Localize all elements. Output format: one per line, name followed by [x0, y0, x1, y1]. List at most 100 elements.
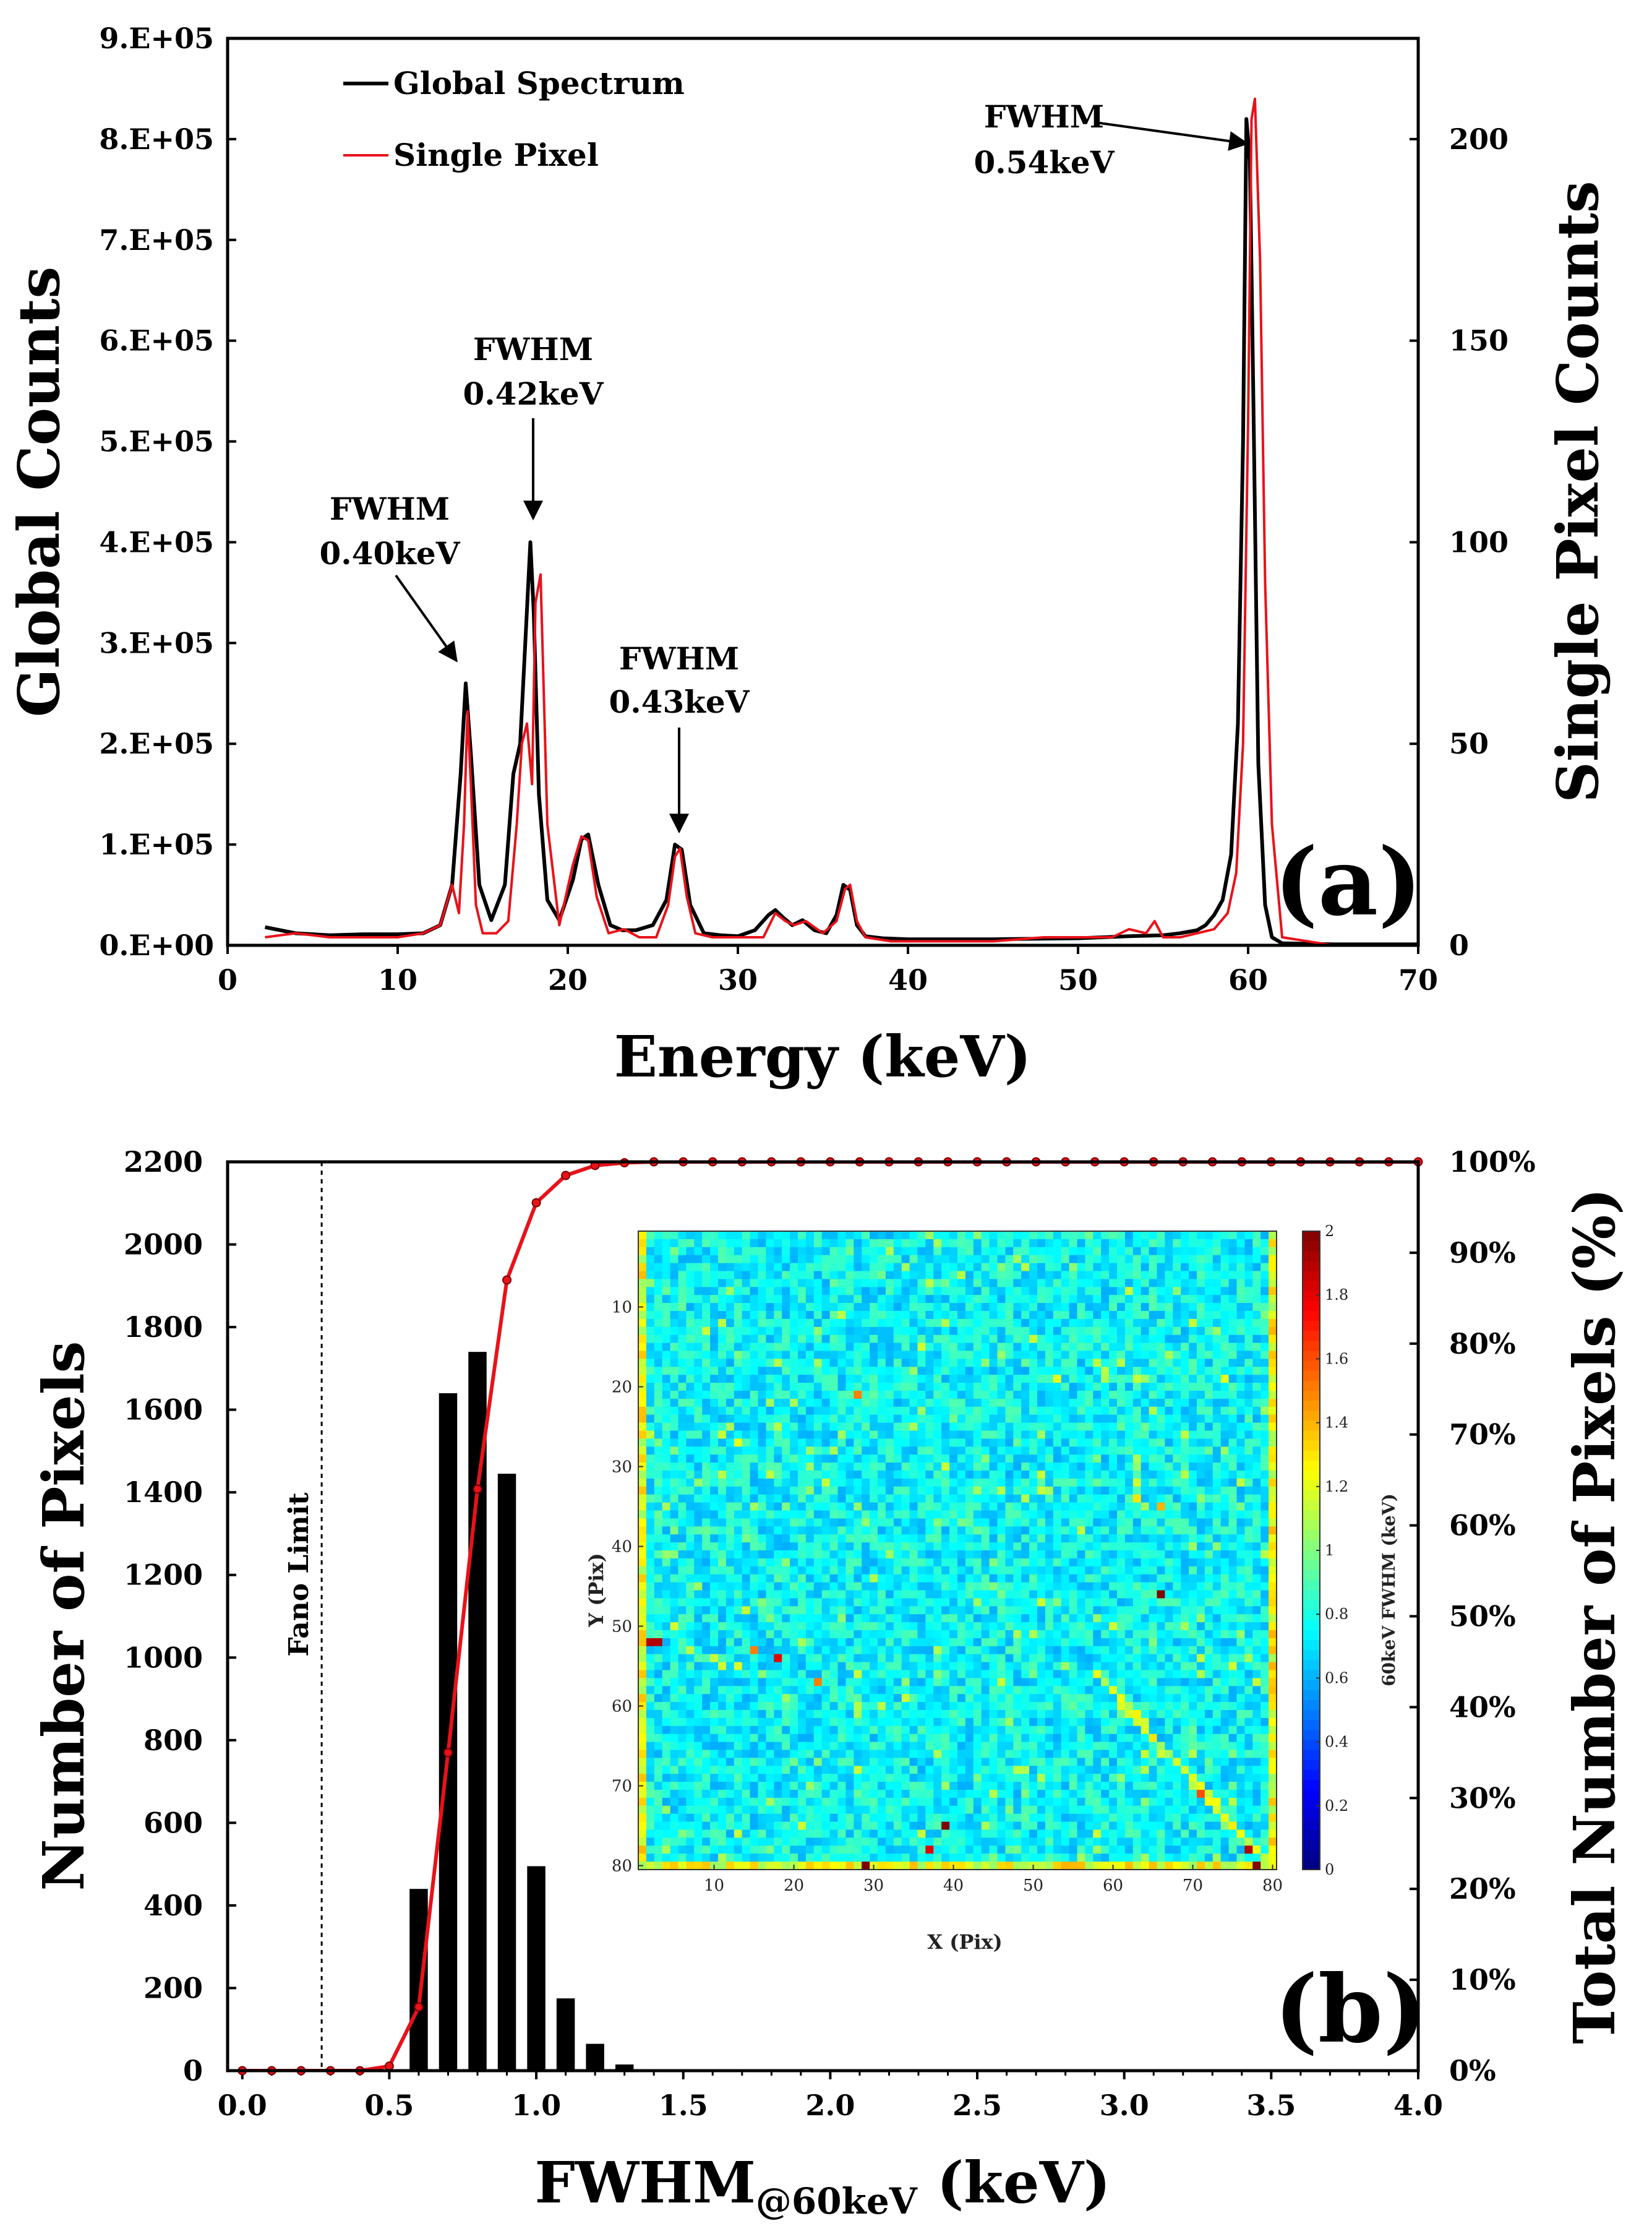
heatmap-cell: [1117, 1574, 1126, 1583]
heatmap-cell: [654, 1622, 663, 1631]
heatmap-cell: [957, 1311, 966, 1320]
heatmap-cell: [981, 1662, 990, 1670]
heatmap-cell: [941, 1534, 950, 1543]
heatmap-cell: [1157, 1534, 1165, 1543]
heatmap-cell: [941, 1295, 950, 1304]
heatmap-cell: [1204, 1367, 1213, 1375]
heatmap-cell: [766, 1287, 774, 1295]
heatmap-cell: [718, 1534, 727, 1543]
heatmap-cell: [725, 1486, 735, 1495]
heatmap-cell: [997, 1271, 1006, 1279]
heatmap-cell: [941, 1550, 950, 1559]
heatmap-cell: [821, 1510, 830, 1519]
heatmap-cell: [1173, 1343, 1181, 1351]
heatmap-cell: [1053, 1510, 1062, 1519]
heatmap-cell: [1244, 1478, 1253, 1487]
heatmap-cell: [1173, 1494, 1181, 1503]
heatmap-cell: [1117, 1510, 1126, 1519]
heatmap-cell: [878, 1662, 886, 1670]
heatmap-cell: [1181, 1303, 1189, 1312]
heatmap-cell: [1236, 1255, 1245, 1263]
heatmap-cell: [670, 1438, 678, 1447]
heatmap-cell: [718, 1686, 727, 1695]
heatmap-cell: [989, 1614, 998, 1623]
heatmap-cell: [1132, 1414, 1142, 1423]
heatmap-cell: [933, 1231, 942, 1240]
heatmap-cell: [917, 1414, 926, 1423]
heatmap-cell: [1124, 1271, 1134, 1279]
heatmap-cell: [790, 1598, 798, 1607]
heatmap-cell: [790, 1566, 798, 1575]
heatmap-cell: [1236, 1406, 1245, 1416]
annotation-4-title: FWHM: [984, 98, 1104, 135]
heatmap-cell: [885, 1646, 894, 1655]
heatmap-cell: [1269, 1510, 1277, 1519]
heatmap-cell: [646, 1702, 655, 1711]
heatmap-cell: [1260, 1582, 1269, 1591]
heatmap-cell: [1197, 1351, 1205, 1359]
heatmap-cell: [670, 1662, 678, 1670]
heatmap-cell: [1029, 1343, 1038, 1351]
heatmap-cell: [901, 1678, 910, 1686]
heatmap-cell: [1053, 1454, 1062, 1463]
heatmap-cell: [702, 1670, 711, 1678]
heatmap-cell: [725, 1606, 735, 1615]
heatmap-cell: [854, 1494, 862, 1503]
y-right-tick-label: 100: [1449, 525, 1509, 559]
heatmap-cell: [638, 1279, 647, 1287]
heatmap-cell: [774, 1550, 782, 1559]
heatmap-cell: [909, 1271, 918, 1279]
heatmap-cell: [1124, 1446, 1134, 1455]
heatmap-cell: [702, 1334, 711, 1343]
heatmap-cell: [1101, 1486, 1110, 1495]
heatmap-cell: [654, 1471, 663, 1479]
heatmap-cell: [686, 1247, 695, 1256]
heatmap-cell: [1109, 1375, 1118, 1383]
heatmap-cell: [710, 1247, 719, 1256]
heatmap-cell: [885, 1438, 894, 1447]
heatmap-cell: [909, 1343, 918, 1351]
heatmap-cell: [1252, 1231, 1261, 1240]
heatmap-cell: [1077, 1375, 1085, 1383]
heatmap-cell: [1157, 1463, 1165, 1471]
heatmap-cell: [1197, 1463, 1205, 1471]
heatmap-cell: [1220, 1590, 1229, 1599]
heatmap-cell: [758, 1391, 766, 1399]
heatmap-cell: [989, 1638, 998, 1647]
heatmap-cell: [654, 1646, 663, 1655]
heatmap-cell: [925, 1518, 934, 1527]
heatmap-cell: [742, 1478, 750, 1487]
heatmap-cell: [1252, 1375, 1261, 1383]
heatmap-cell: [997, 1686, 1006, 1695]
heatmap-cell: [1005, 1414, 1014, 1423]
heatmap-cell: [1053, 1694, 1062, 1703]
heatmap-cell: [949, 1471, 958, 1479]
heatmap-cell: [1141, 1367, 1149, 1375]
heatmap-cell: [710, 1359, 719, 1367]
heatmap-cell: [821, 1614, 830, 1623]
heatmap-cell: [798, 1326, 807, 1336]
heatmap-cell: [718, 1422, 727, 1431]
heatmap-cell: [1132, 1446, 1142, 1455]
heatmap-cell: [821, 1279, 830, 1287]
heatmap-cell: [1197, 1558, 1205, 1567]
heatmap-cell: [750, 1326, 758, 1336]
heatmap-cell: [1077, 1398, 1085, 1407]
heatmap-cell: [1093, 1694, 1102, 1703]
heatmap-cell: [798, 1486, 807, 1495]
heatmap-cell: [662, 1542, 670, 1551]
heatmap-cell: [949, 1311, 958, 1320]
heatmap-cell: [1093, 1271, 1102, 1279]
heatmap-cell: [686, 1534, 695, 1543]
heatmap-cell: [758, 1295, 766, 1304]
heatmap-cell: [1013, 1670, 1022, 1678]
heatmap-cell: [1269, 1271, 1277, 1279]
heatmap-cell: [1220, 1550, 1229, 1559]
heatmap-cell: [1077, 1606, 1085, 1615]
heatmap-cell: [1149, 1287, 1157, 1295]
heatmap-cell: [821, 1662, 830, 1670]
heatmap-cell: [790, 1534, 798, 1543]
heatmap-cell: [1132, 1375, 1142, 1383]
heatmap-cell: [1069, 1271, 1077, 1279]
heatmap-cell: [885, 1351, 894, 1359]
